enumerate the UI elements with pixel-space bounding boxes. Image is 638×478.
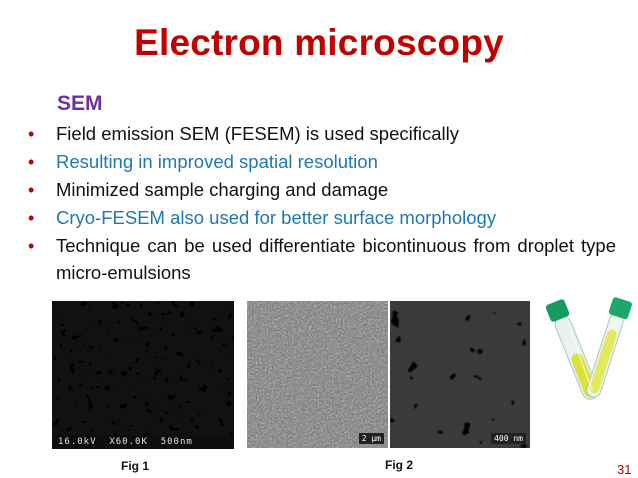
bullet-item: • Resulting in improved spatial resoluti… xyxy=(26,148,616,176)
page-number: 31 xyxy=(617,462,632,477)
fig1-databar: 16.0kV X60.0K 500nm xyxy=(52,435,234,449)
bullet-dot: • xyxy=(28,236,35,256)
bullet-dot: • xyxy=(28,124,35,144)
bullet-dot: • xyxy=(28,152,35,172)
bullet-dot: • xyxy=(28,208,35,228)
bullet-text: Resulting in improved spatial resolution xyxy=(56,151,378,172)
fig2-right-scalebar: 400 nm xyxy=(491,433,526,444)
fig2-caption: Fig 2 xyxy=(385,458,414,472)
bullet-item: • Technique can be used differentiate bi… xyxy=(26,232,616,286)
slide-subtitle: SEM xyxy=(57,92,103,115)
fig1-micrograph: 16.0kV X60.0K 500nm xyxy=(52,301,234,449)
fig2-left-scalebar: 2 µm xyxy=(358,433,384,444)
fig1-caption: Fig 1 xyxy=(121,459,150,473)
bullet-item: • Field emission SEM (FESEM) is used spe… xyxy=(26,120,616,148)
bullet-text: Technique can be used differentiate bico… xyxy=(56,235,616,283)
fig2-right-micrograph: 400 nm xyxy=(390,301,530,448)
bullet-item: • Cryo-FESEM also used for better surfac… xyxy=(26,204,616,232)
fig1-texture xyxy=(52,301,234,435)
test-tubes-illustration xyxy=(545,297,632,400)
bullet-dot: • xyxy=(28,180,35,200)
fig2-left-micrograph: 2 µm xyxy=(247,301,388,448)
bullet-text: Cryo-FESEM also used for better surface … xyxy=(56,207,497,228)
bullet-item: • Minimized sample charging and damage xyxy=(26,176,616,204)
slide-title: Electron microscopy xyxy=(134,22,504,63)
bullet-text: Minimized sample charging and damage xyxy=(56,179,389,200)
bullet-list: • Field emission SEM (FESEM) is used spe… xyxy=(26,120,616,286)
fig2-right-texture xyxy=(390,301,530,448)
fig2-left-texture xyxy=(247,301,388,448)
bullet-text: Field emission SEM (FESEM) is used speci… xyxy=(56,123,459,144)
